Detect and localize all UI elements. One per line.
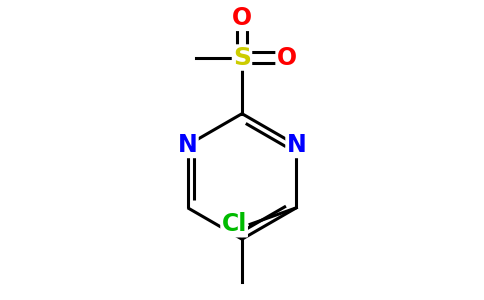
Text: O: O [276, 46, 297, 70]
Text: O: O [232, 6, 252, 30]
Text: N: N [287, 133, 306, 157]
Text: N: N [178, 133, 197, 157]
Text: S: S [233, 46, 251, 70]
Text: Cl: Cl [221, 212, 247, 236]
